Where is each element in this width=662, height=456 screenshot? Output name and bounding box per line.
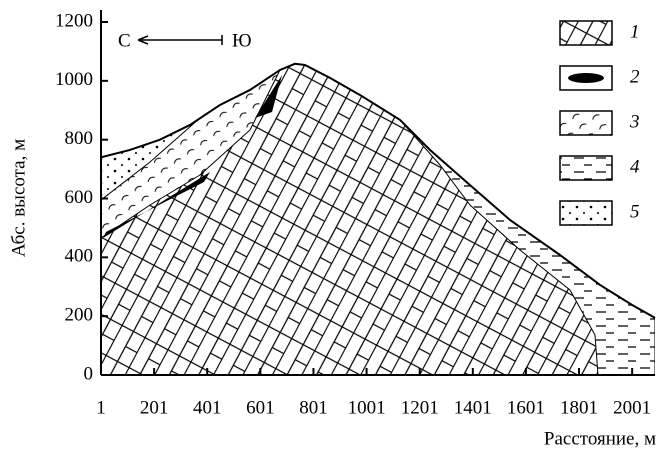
legend-swatch [559,110,613,136]
y-tick-label: 200 [65,305,94,326]
x-tick-label: 601 [246,397,275,418]
legend-label: 5 [630,201,640,222]
y-axis-label: Абс. высота, м [8,139,29,257]
y-tick-label: 800 [65,128,94,149]
x-tick-label: 201 [140,397,169,418]
legend-swatch [559,155,613,181]
y-tick-label: 400 [65,246,94,267]
section [101,63,655,375]
x-axis-label: Расстояние, м [544,428,656,449]
x-tick-label: 1801 [560,397,598,418]
legend-label: 2 [630,66,640,87]
y-tick-label: 600 [65,187,94,208]
legend-label: 1 [630,21,640,42]
x-tick-label: 1001 [348,397,386,418]
x-tick-label: 1401 [454,397,492,418]
legend-ore [568,73,604,83]
south-label: Ю [232,30,252,51]
x-tick-label: 2001 [613,397,651,418]
legend-swatch [559,20,613,46]
y-tick-label: 1000 [55,69,93,90]
direction-arrow [137,35,223,45]
surface-line [100,62,656,319]
legend-swatch [559,200,613,226]
legend-label: 4 [630,156,640,177]
bedrock-fill [101,63,655,375]
x-tick-label: 401 [193,397,222,418]
x-tick-label: 1601 [507,397,545,418]
y-tick-label: 1200 [55,10,93,31]
x-tick-label: 1 [96,397,106,418]
x-tick-label: 1201 [401,397,439,418]
y-tick-label: 0 [84,363,94,384]
legend-label: 3 [629,111,640,132]
x-tick-label: 801 [299,397,328,418]
north-label: С [118,30,131,51]
